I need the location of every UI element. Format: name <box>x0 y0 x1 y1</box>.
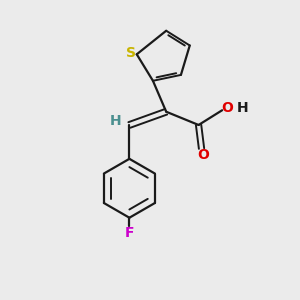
Text: F: F <box>124 226 134 240</box>
Text: S: S <box>127 46 136 60</box>
Text: H: H <box>110 114 121 128</box>
Text: H: H <box>236 101 248 115</box>
Text: O: O <box>197 148 209 162</box>
Text: O: O <box>221 101 233 115</box>
